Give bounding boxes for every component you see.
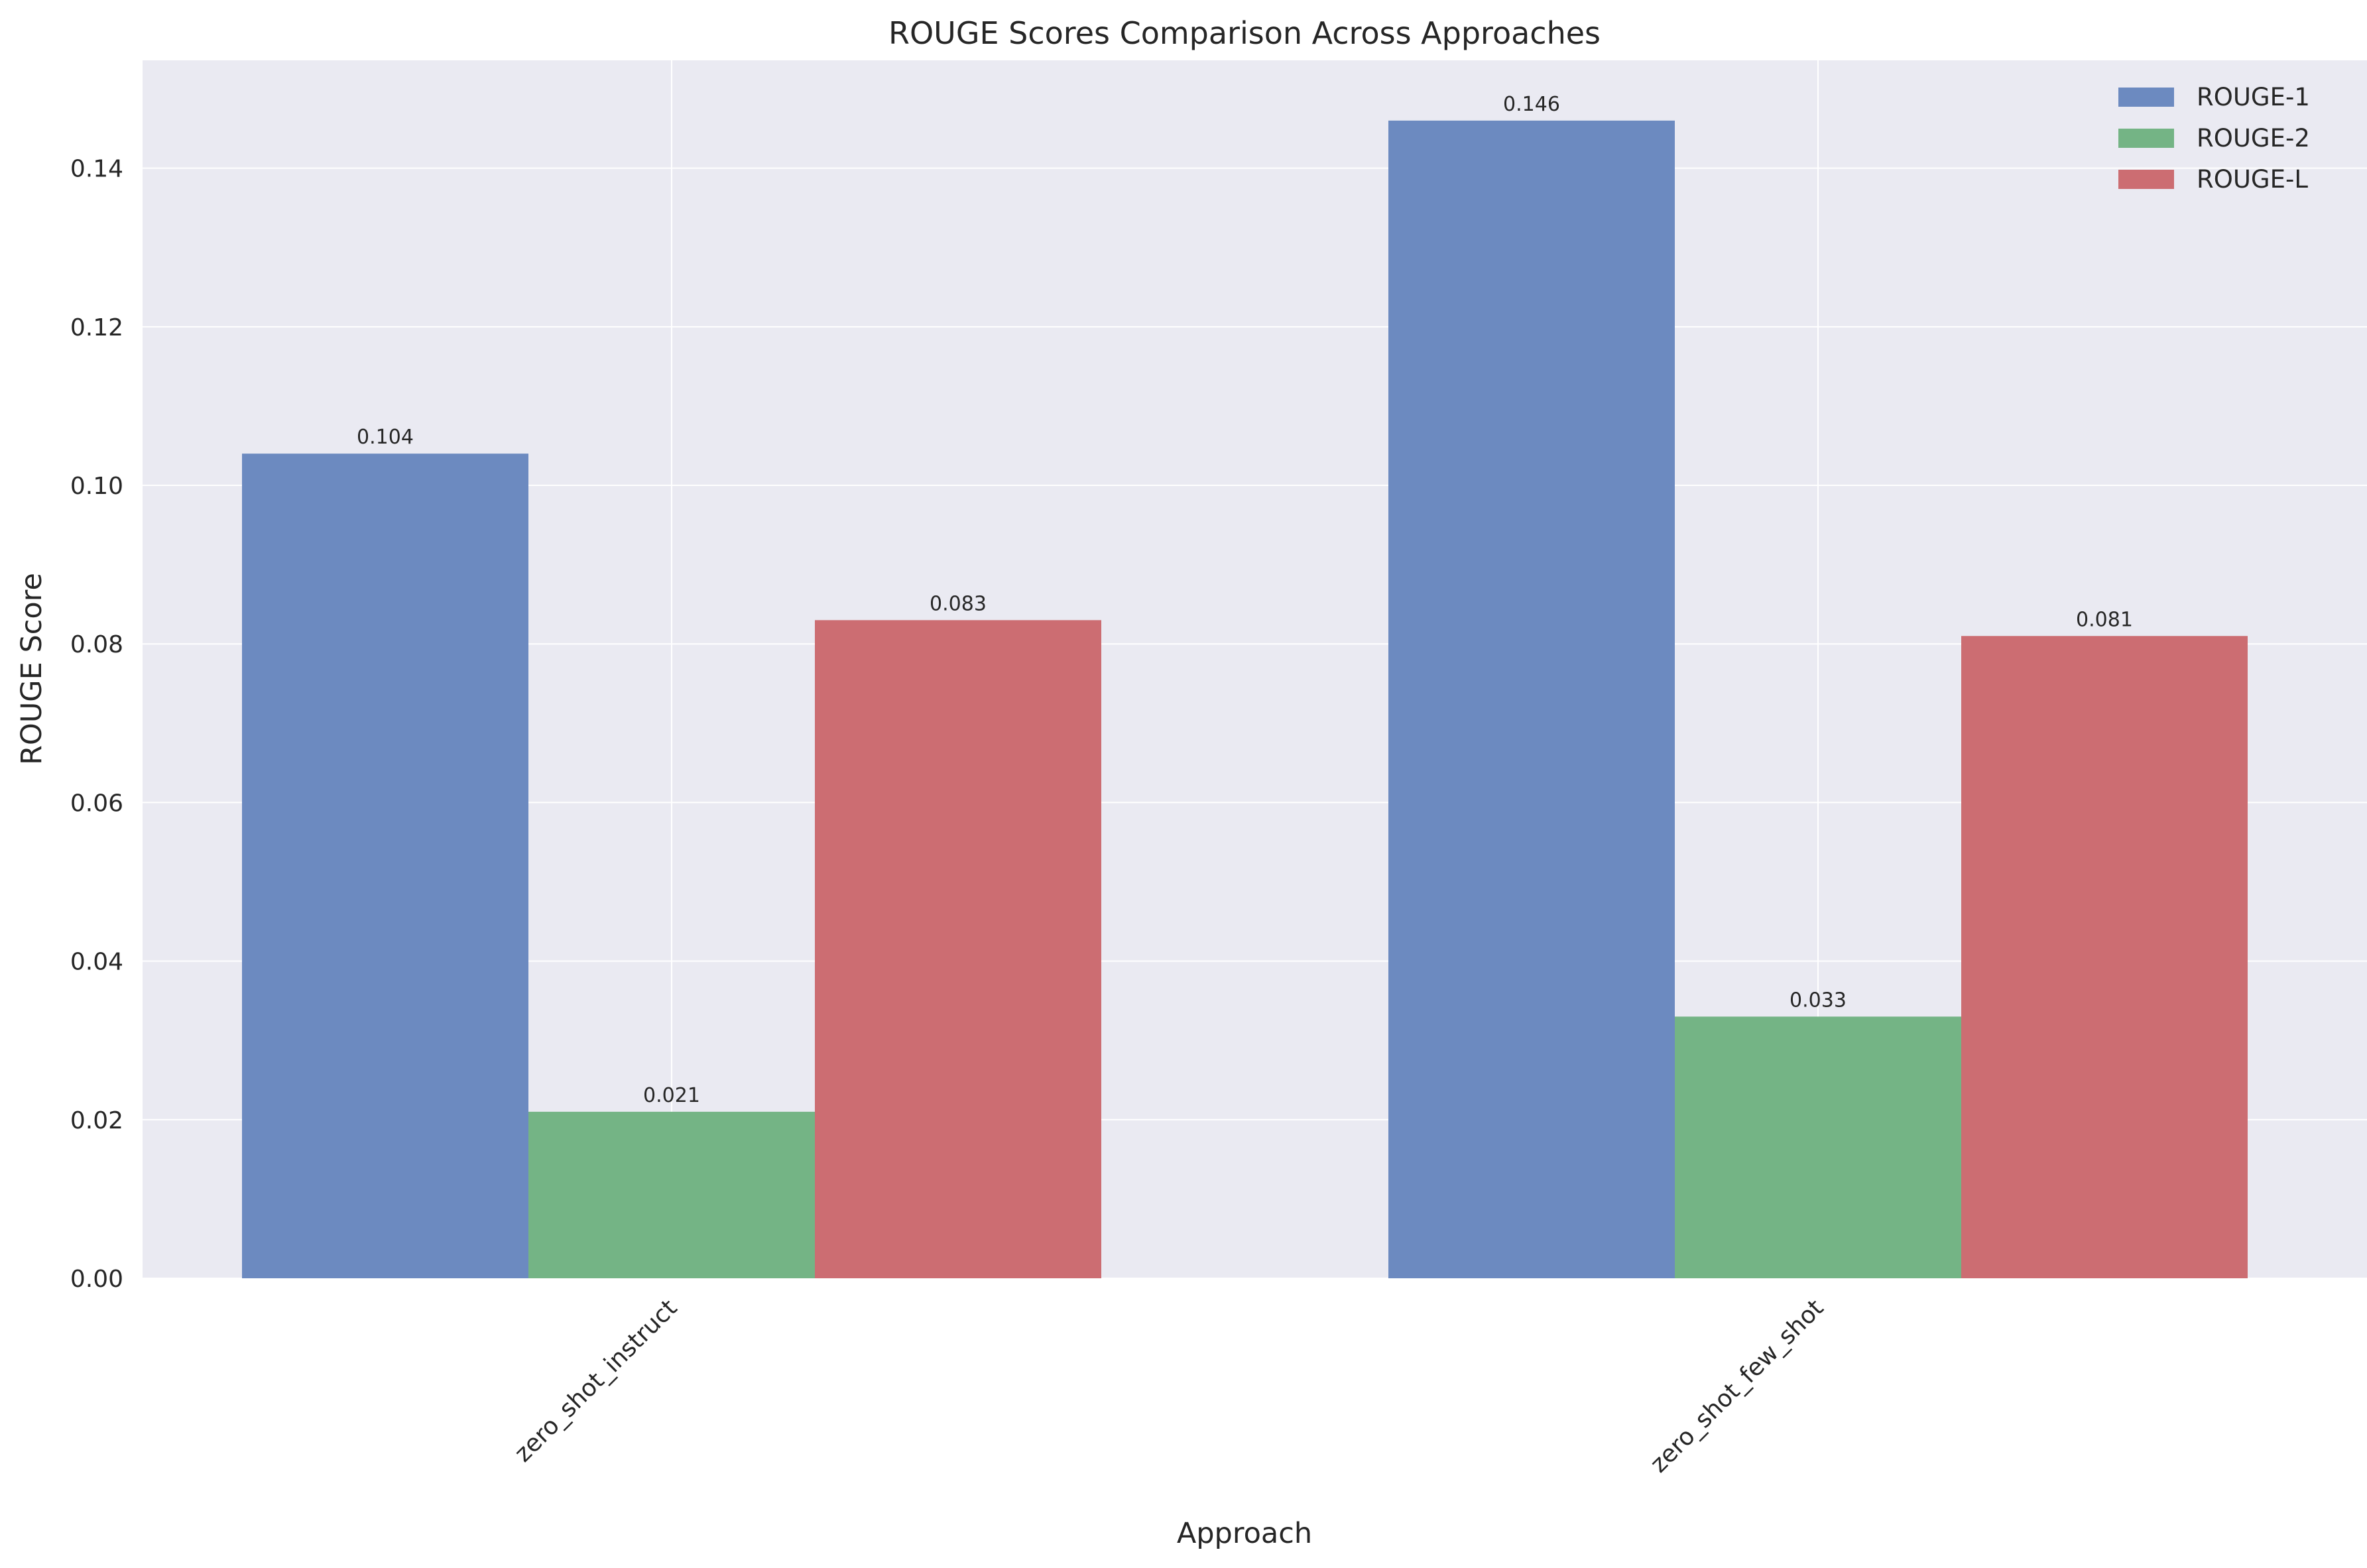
y-tick-label: 0.12 <box>70 314 123 341</box>
data-label: 0.021 <box>643 1084 700 1107</box>
y-tick-label: 0.06 <box>70 790 123 817</box>
chart-title: ROUGE Scores Comparison Across Approache… <box>888 15 1601 51</box>
bar-rouge-1-zero_shot_few_shot <box>1388 120 1675 1279</box>
bars <box>242 120 2248 1279</box>
data-label: 0.033 <box>1790 989 1847 1012</box>
y-tick-label: 0.04 <box>70 949 123 976</box>
y-tick-label: 0.10 <box>70 473 123 500</box>
y-tick-label: 0.00 <box>70 1266 123 1293</box>
data-label: 0.104 <box>357 426 414 449</box>
bar-rouge-1-zero_shot_instruct <box>242 453 528 1278</box>
data-label: 0.081 <box>2076 608 2133 631</box>
y-axis-ticks: 0.00 0.02 0.04 0.06 0.08 0.10 0.12 0.14 <box>70 156 123 1293</box>
y-axis-label: ROUGE Score <box>15 573 48 765</box>
legend-label: ROUGE-1 <box>2197 83 2310 111</box>
bar-rouge-l-zero_shot_few_shot <box>1961 636 2248 1278</box>
legend-swatch-rouge-l <box>2118 170 2174 189</box>
legend-label: ROUGE-2 <box>2197 124 2310 152</box>
bar-rouge-2-zero_shot_few_shot <box>1675 1016 1961 1278</box>
legend: ROUGE-1 ROUGE-2 ROUGE-L <box>2118 83 2310 194</box>
y-tick-label: 0.08 <box>70 631 123 658</box>
x-axis-label: Approach <box>1177 1517 1312 1550</box>
legend-label: ROUGE-L <box>2197 165 2308 194</box>
bar-rouge-2-zero_shot_instruct <box>528 1111 815 1278</box>
data-labels: 0.104 0.146 0.021 0.033 0.083 0.081 <box>357 93 2133 1107</box>
legend-swatch-rouge-1 <box>2118 88 2174 107</box>
data-label: 0.146 <box>1503 93 1560 116</box>
bar-rouge-l-zero_shot_instruct <box>815 620 1101 1278</box>
y-tick-label: 0.14 <box>70 156 123 183</box>
y-tick-label: 0.02 <box>70 1107 123 1134</box>
legend-swatch-rouge-2 <box>2118 129 2174 148</box>
data-label: 0.083 <box>930 592 987 615</box>
